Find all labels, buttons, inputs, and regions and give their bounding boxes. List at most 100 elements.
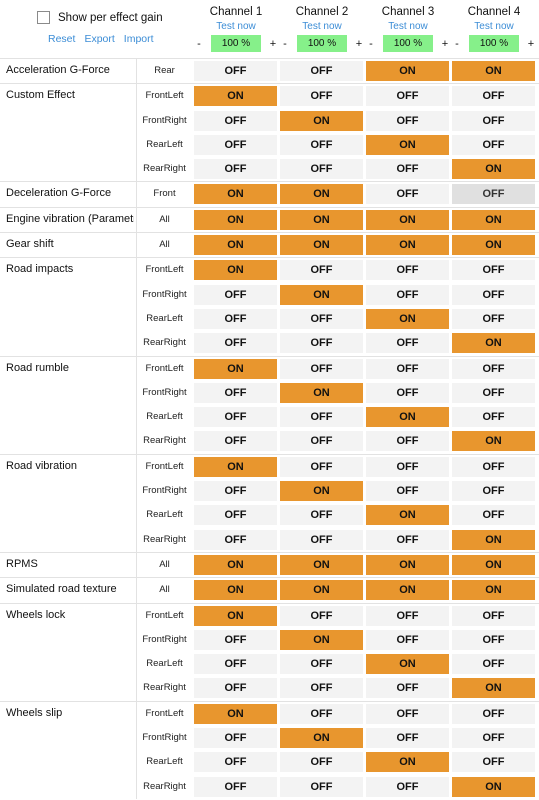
channel-2-toggle[interactable]: OFF xyxy=(280,61,363,81)
channel-1-toggle[interactable]: OFF xyxy=(194,159,277,180)
channel-2-toggle[interactable]: ON xyxy=(280,235,363,256)
channel-3-toggle[interactable]: OFF xyxy=(366,260,449,281)
channel-3-toggle[interactable]: OFF xyxy=(366,358,449,379)
channel-1-toggle[interactable]: ON xyxy=(194,605,277,626)
gain-value[interactable]: 100 % xyxy=(383,35,433,52)
channel-4-toggle[interactable]: OFF xyxy=(452,629,535,650)
channel-1-toggle[interactable]: OFF xyxy=(194,505,277,526)
channel-3-toggle[interactable]: OFF xyxy=(366,184,449,205)
channel-2-toggle[interactable]: ON xyxy=(280,382,363,403)
channel-4-toggle[interactable]: OFF xyxy=(452,260,535,281)
channel-3-toggle[interactable]: OFF xyxy=(366,529,449,550)
channel-2-toggle[interactable]: OFF xyxy=(280,431,363,452)
channel-1-toggle[interactable]: ON xyxy=(194,260,277,281)
channel-4-toggle[interactable]: ON xyxy=(452,235,535,256)
channel-1-toggle[interactable]: OFF xyxy=(194,776,277,797)
channel-4-toggle[interactable]: OFF xyxy=(452,654,535,675)
channel-3-toggle[interactable]: ON xyxy=(366,209,449,230)
channel-4-toggle[interactable]: OFF xyxy=(452,184,535,205)
channel-3-toggle[interactable]: ON xyxy=(366,580,449,601)
channel-1-toggle[interactable]: OFF xyxy=(194,61,277,81)
channel-2-toggle[interactable]: OFF xyxy=(280,358,363,379)
channel-4-toggle[interactable]: ON xyxy=(452,554,535,575)
export-link[interactable]: Export xyxy=(84,33,115,45)
channel-1-toggle[interactable]: OFF xyxy=(194,407,277,428)
channel-4-toggle[interactable]: ON xyxy=(452,159,535,180)
gain-value[interactable]: 100 % xyxy=(297,35,347,52)
channel-1-toggle[interactable]: ON xyxy=(194,86,277,107)
channel-3-toggle[interactable]: OFF xyxy=(366,86,449,107)
channel-3-toggle[interactable]: OFF xyxy=(366,333,449,354)
channel-2-toggle[interactable]: ON xyxy=(280,580,363,601)
channel-3-toggle[interactable]: ON xyxy=(366,752,449,773)
channel-4-toggle[interactable]: ON xyxy=(452,209,535,230)
channel-1-toggle[interactable]: OFF xyxy=(194,481,277,502)
channel-1-toggle[interactable]: ON xyxy=(194,703,277,724)
channel-2-toggle[interactable]: OFF xyxy=(280,308,363,329)
channel-1-toggle[interactable]: ON xyxy=(194,580,277,601)
show-gain-checkbox[interactable] xyxy=(37,11,50,24)
channel-2-toggle[interactable]: OFF xyxy=(280,752,363,773)
channel-1-toggle[interactable]: ON xyxy=(194,184,277,205)
channel-4-toggle[interactable]: OFF xyxy=(452,284,535,305)
channel-2-toggle[interactable]: ON xyxy=(280,184,363,205)
channel-4-toggle[interactable]: ON xyxy=(452,61,535,81)
test-now-link[interactable]: Test now xyxy=(216,21,256,32)
channel-1-toggle[interactable]: OFF xyxy=(194,728,277,749)
channel-1-toggle[interactable]: OFF xyxy=(194,678,277,699)
channel-1-toggle[interactable]: ON xyxy=(194,235,277,256)
channel-3-toggle[interactable]: OFF xyxy=(366,284,449,305)
test-now-link[interactable]: Test now xyxy=(474,21,514,32)
channel-1-toggle[interactable]: ON xyxy=(194,209,277,230)
channel-4-toggle[interactable]: OFF xyxy=(452,605,535,626)
channel-3-toggle[interactable]: ON xyxy=(366,654,449,675)
channel-2-toggle[interactable]: OFF xyxy=(280,605,363,626)
channel-3-toggle[interactable]: OFF xyxy=(366,678,449,699)
channel-4-toggle[interactable]: OFF xyxy=(452,505,535,526)
channel-4-toggle[interactable]: OFF xyxy=(452,110,535,131)
gain-value[interactable]: 100 % xyxy=(469,35,519,52)
channel-1-toggle[interactable]: OFF xyxy=(194,333,277,354)
channel-2-toggle[interactable]: OFF xyxy=(280,134,363,155)
gain-decrease-button[interactable]: - xyxy=(455,37,459,50)
channel-4-toggle[interactable]: ON xyxy=(452,678,535,699)
channel-2-toggle[interactable]: OFF xyxy=(280,456,363,477)
channel-3-toggle[interactable]: OFF xyxy=(366,605,449,626)
channel-3-toggle[interactable]: OFF xyxy=(366,431,449,452)
channel-4-toggle[interactable]: OFF xyxy=(452,134,535,155)
channel-4-toggle[interactable]: OFF xyxy=(452,308,535,329)
channel-3-toggle[interactable]: OFF xyxy=(366,382,449,403)
channel-1-toggle[interactable]: OFF xyxy=(194,529,277,550)
channel-2-toggle[interactable]: ON xyxy=(280,110,363,131)
channel-2-toggle[interactable]: OFF xyxy=(280,703,363,724)
channel-2-toggle[interactable]: ON xyxy=(280,481,363,502)
channel-2-toggle[interactable]: ON xyxy=(280,284,363,305)
gain-decrease-button[interactable]: - xyxy=(197,37,201,50)
channel-2-toggle[interactable]: OFF xyxy=(280,260,363,281)
channel-2-toggle[interactable]: ON xyxy=(280,209,363,230)
channel-4-toggle[interactable]: ON xyxy=(452,580,535,601)
channel-3-toggle[interactable]: ON xyxy=(366,407,449,428)
channel-3-toggle[interactable]: OFF xyxy=(366,456,449,477)
channel-4-toggle[interactable]: OFF xyxy=(452,481,535,502)
channel-2-toggle[interactable]: OFF xyxy=(280,159,363,180)
channel-1-toggle[interactable]: OFF xyxy=(194,382,277,403)
channel-4-toggle[interactable]: ON xyxy=(452,776,535,797)
channel-1-toggle[interactable]: OFF xyxy=(194,110,277,131)
channel-3-toggle[interactable]: OFF xyxy=(366,776,449,797)
channel-2-toggle[interactable]: ON xyxy=(280,554,363,575)
channel-3-toggle[interactable]: ON xyxy=(366,235,449,256)
gain-increase-button[interactable]: + xyxy=(355,37,363,50)
gain-value[interactable]: 100 % xyxy=(211,35,261,52)
channel-4-toggle[interactable]: ON xyxy=(452,529,535,550)
channel-2-toggle[interactable]: OFF xyxy=(280,678,363,699)
channel-2-toggle[interactable]: OFF xyxy=(280,407,363,428)
gain-increase-button[interactable]: + xyxy=(441,37,449,50)
channel-4-toggle[interactable]: OFF xyxy=(452,358,535,379)
channel-3-toggle[interactable]: ON xyxy=(366,134,449,155)
channel-2-toggle[interactable]: OFF xyxy=(280,86,363,107)
channel-4-toggle[interactable]: OFF xyxy=(452,407,535,428)
channel-1-toggle[interactable]: OFF xyxy=(194,134,277,155)
channel-4-toggle[interactable]: OFF xyxy=(452,752,535,773)
test-now-link[interactable]: Test now xyxy=(388,21,428,32)
